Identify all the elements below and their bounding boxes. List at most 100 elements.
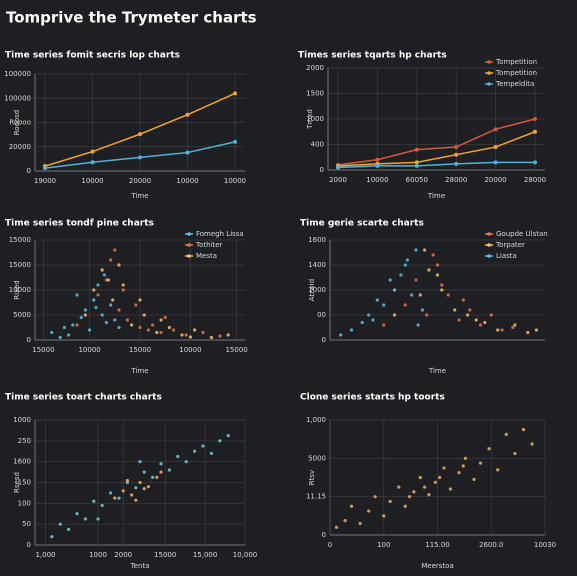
- y-axis-label: Rooosd: [13, 110, 21, 136]
- point: [427, 493, 431, 497]
- point: [134, 486, 138, 490]
- point: [392, 313, 397, 317]
- point: [463, 456, 468, 460]
- y-tick-label: 20000: [9, 143, 31, 151]
- point: [113, 248, 117, 252]
- point: [88, 328, 92, 332]
- legend-label: Tempeldita: [495, 80, 534, 88]
- point: [416, 323, 420, 327]
- x-tick-label: 20000: [129, 177, 151, 185]
- legend-label: Tothiter: [195, 241, 223, 249]
- point: [83, 313, 87, 317]
- x-tick-label: 28000: [445, 176, 467, 184]
- x-tick-label: 10000: [81, 177, 103, 185]
- x-tick-label: 19000: [34, 177, 56, 185]
- point: [138, 132, 142, 137]
- point: [92, 288, 96, 292]
- point: [454, 161, 459, 166]
- point: [90, 149, 95, 154]
- point: [138, 155, 142, 160]
- point: [511, 325, 515, 330]
- y-tick-label: 5000: [13, 311, 31, 319]
- point: [423, 248, 427, 252]
- point: [414, 248, 418, 252]
- point: [440, 283, 444, 287]
- point: [435, 263, 440, 267]
- point: [403, 504, 407, 508]
- point: [185, 112, 190, 117]
- point: [388, 499, 392, 504]
- x-tick-label: 1000: [89, 551, 107, 559]
- legend-marker: [187, 243, 191, 247]
- y-tick-label: 15000: [9, 236, 31, 244]
- point: [343, 519, 347, 523]
- point: [457, 318, 461, 322]
- chart-title: Time gerie scarte charts: [300, 219, 424, 229]
- point: [349, 328, 354, 332]
- point: [58, 522, 62, 526]
- x-tick-label: 10,000: [233, 551, 258, 559]
- y-tick-label: 250: [18, 437, 31, 445]
- x-tick-label: 20000: [484, 176, 506, 184]
- x-axis-label: Tenta: [130, 562, 150, 570]
- point: [410, 293, 414, 297]
- legend-marker: [487, 232, 491, 236]
- point: [96, 293, 100, 297]
- point: [92, 499, 96, 503]
- point: [405, 258, 409, 262]
- y-tick-label: 1000: [308, 286, 326, 294]
- point: [109, 303, 113, 307]
- x-tick-label: 10000: [224, 177, 246, 185]
- x-tick-label: 28000: [524, 176, 546, 184]
- y-tick-label: 100000: [4, 70, 31, 78]
- point: [163, 315, 167, 320]
- point: [534, 328, 539, 332]
- point: [92, 298, 96, 302]
- point: [233, 91, 237, 96]
- point: [489, 313, 493, 317]
- y-tick-label: 0: [322, 531, 326, 539]
- chart-title: Time series fomit secris lop charts: [5, 51, 180, 61]
- point: [478, 323, 483, 327]
- x-tick-label: 10000: [366, 176, 388, 184]
- point: [117, 308, 121, 312]
- point: [493, 160, 498, 165]
- x-tick-label: 15000: [32, 346, 54, 354]
- point: [43, 166, 47, 171]
- y-tick-label: 400: [311, 141, 324, 149]
- x-tick-label: 10030: [534, 541, 556, 549]
- point: [100, 268, 104, 272]
- point: [155, 475, 159, 479]
- point: [454, 152, 459, 157]
- point: [423, 485, 427, 489]
- point: [533, 129, 537, 134]
- legend-marker: [487, 243, 491, 247]
- point: [138, 460, 142, 464]
- point: [58, 335, 62, 340]
- point: [185, 150, 190, 155]
- point: [461, 464, 465, 468]
- point: [130, 323, 134, 327]
- x-tick-label: 15000: [154, 551, 176, 559]
- legend-label: Tompetition: [495, 69, 537, 77]
- y-axis-label: Rtsv: [308, 470, 316, 485]
- point: [504, 432, 508, 436]
- series-line: [337, 131, 536, 167]
- point: [218, 439, 222, 443]
- point: [500, 328, 504, 332]
- x-axis-label: Time: [427, 192, 445, 200]
- point: [159, 318, 163, 322]
- point: [474, 318, 478, 322]
- point: [407, 495, 412, 499]
- point: [159, 330, 163, 335]
- point: [414, 147, 419, 152]
- point: [62, 325, 66, 330]
- point: [167, 468, 171, 472]
- point: [399, 273, 403, 277]
- chart-title: Clone series starts hp toorts: [300, 393, 445, 403]
- point: [176, 454, 180, 459]
- point: [425, 313, 429, 317]
- y-axis-label: Atrwid: [308, 279, 316, 301]
- point: [130, 493, 134, 497]
- legend-label: Goupde Ulstan: [496, 230, 548, 238]
